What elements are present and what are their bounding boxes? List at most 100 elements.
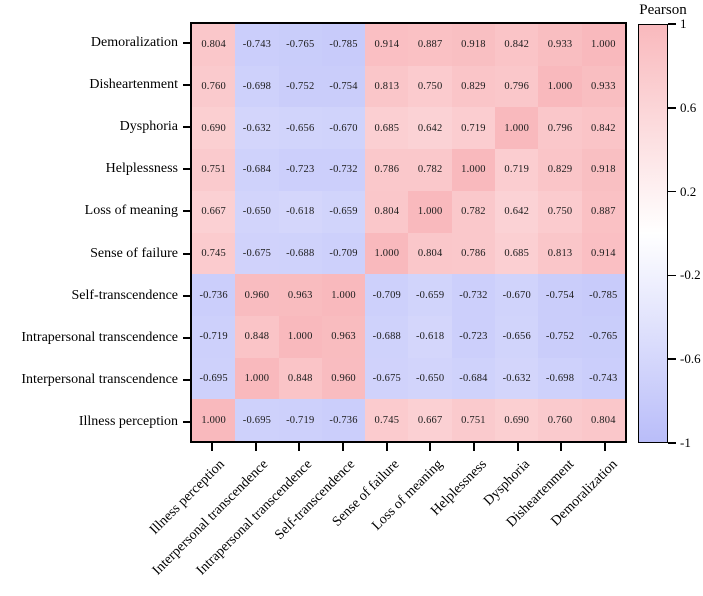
colorbar-tick [668, 442, 676, 444]
heatmap-cell: -0.723 [278, 149, 322, 191]
colorbar-tick-label: 0.2 [680, 183, 697, 199]
colorbar-tick [668, 274, 676, 277]
heatmap-cell: -0.670 [321, 107, 366, 150]
x-axis-tick [254, 443, 257, 451]
heatmap-cell: 0.960 [321, 357, 366, 400]
heatmap-cell: 0.745 [365, 399, 409, 441]
heatmap-cell: -0.732 [451, 274, 496, 316]
colorbar-tick-label: -0.6 [680, 351, 701, 367]
heatmap-cell: 0.918 [581, 149, 625, 191]
heatmap-cell: -0.765 [278, 24, 322, 66]
colorbar-tick [668, 23, 676, 25]
heatmap-cell: 0.842 [495, 24, 539, 66]
y-axis-row: Self-transcendence [0, 275, 190, 317]
heatmap-cell: 0.963 [278, 274, 322, 316]
x-axis-tick [604, 443, 607, 451]
heatmap-cell: -0.732 [321, 149, 366, 191]
heatmap-cell: -0.688 [278, 232, 322, 275]
heatmap-cell: -0.752 [538, 315, 582, 358]
colorbar-tick-label: 1 [680, 16, 687, 31]
heatmap-cell: -0.754 [538, 274, 582, 316]
heatmap-cell: -0.656 [278, 107, 322, 150]
x-axis-label: Illness perception [146, 457, 228, 538]
heatmap-cell: 0.667 [408, 399, 452, 441]
y-axis-tick [183, 210, 190, 213]
y-axis-tick [183, 378, 190, 381]
y-axis-row: Intrapersonal transcendence [0, 317, 190, 359]
heatmap-cell: 0.667 [192, 190, 236, 233]
heatmap-cell: -0.709 [321, 232, 366, 275]
heatmap-cell: -0.670 [495, 274, 539, 316]
y-axis-row: Helplessness [0, 148, 190, 190]
heatmap-cell: -0.723 [451, 315, 496, 358]
x-axis-label: Self-transcendence [272, 457, 359, 543]
heatmap-cell: 0.685 [495, 232, 539, 275]
heatmap-cell: 0.804 [365, 190, 409, 233]
heatmap-cell: 0.782 [408, 149, 452, 191]
heatmap-cell: -0.618 [408, 315, 452, 358]
heatmap-cell: 0.760 [538, 399, 582, 441]
colorbar-tick [668, 190, 676, 193]
y-axis-label: Disheartenment [89, 77, 178, 93]
heatmap-cell: -0.695 [235, 399, 279, 441]
heatmap-cell: -0.765 [581, 315, 625, 358]
heatmap-cell: 0.690 [192, 107, 236, 150]
heatmap-cell: -0.632 [495, 357, 539, 400]
heatmap-cell: 1.000 [581, 24, 625, 66]
x-axis-tick [210, 443, 213, 451]
y-axis-label: Loss of meaning [84, 203, 178, 219]
heatmap-cell: 0.918 [451, 24, 496, 66]
heatmap-plot-area: 0.804 -0.743 -0.765 -0.785 0.914 0.887 0.918 0.… [190, 22, 627, 443]
colorbar-tick-label: -1 [680, 435, 691, 450]
y-axis-tick [183, 168, 190, 171]
heatmap-cell: -0.632 [235, 107, 279, 150]
heatmap-cell: -0.684 [451, 357, 496, 400]
x-axis-tick [560, 443, 563, 451]
x-axis-tick [298, 443, 301, 451]
heatmap-cell: 1.000 [278, 315, 322, 358]
heatmap-cell: 0.751 [451, 399, 496, 441]
heatmap-cell: -0.656 [495, 315, 539, 358]
heatmap-cell: 0.963 [321, 315, 366, 358]
heatmap-cell: 1.000 [365, 232, 409, 275]
colorbar-tick-label: 0.6 [680, 99, 697, 115]
heatmap-cell: -0.709 [365, 274, 409, 316]
heatmap-cell: 0.760 [192, 65, 236, 108]
heatmap-cell: 0.887 [408, 24, 452, 66]
y-axis-row: Illness perception [0, 401, 190, 443]
heatmap-cell: 0.960 [235, 274, 279, 316]
y-axis-tick [183, 42, 190, 45]
heatmap-cell: 0.685 [365, 107, 409, 150]
heatmap-cell: -0.698 [235, 65, 279, 108]
y-axis-row: Disheartenment [0, 64, 190, 106]
heatmap-cell: 0.914 [365, 24, 409, 66]
heatmap-cell: 1.000 [192, 399, 236, 441]
y-axis-row: Interpersonal transcendence [0, 359, 190, 401]
y-axis-label: Sense of failure [90, 245, 178, 261]
heatmap-cell: 1.000 [495, 107, 539, 150]
y-axis-label: Interpersonal transcendence [21, 371, 178, 387]
heatmap-cell: -0.650 [408, 357, 452, 400]
heatmap-cell: 0.829 [538, 149, 582, 191]
y-axis-label: Self-transcendence [71, 287, 179, 303]
y-axis-row: Dysphoria [0, 106, 190, 148]
heatmap-cell: 0.782 [451, 190, 496, 233]
heatmap-cell: -0.736 [321, 399, 366, 441]
heatmap-cell: -0.719 [278, 399, 322, 441]
heatmap-cell: 0.804 [408, 232, 452, 275]
colorbar-tick [668, 358, 676, 360]
y-axis-tick [183, 420, 190, 423]
heatmap-cell: -0.675 [235, 232, 279, 275]
heatmap-cell: 0.719 [495, 149, 539, 191]
heatmap-cell: 0.887 [581, 190, 625, 233]
x-axis-tick [473, 443, 476, 451]
x-axis-tick [385, 443, 388, 451]
heatmap-cell: 0.813 [365, 65, 409, 108]
y-axis: Demoralization Disheartenment Dysphoria Hel… [0, 22, 190, 443]
heatmap-cell: -0.698 [538, 357, 582, 400]
heatmap-cell: 0.933 [581, 65, 625, 108]
heatmap-cell: -0.684 [235, 149, 279, 191]
x-axis-tick [516, 443, 519, 451]
y-axis-tick [183, 336, 190, 339]
